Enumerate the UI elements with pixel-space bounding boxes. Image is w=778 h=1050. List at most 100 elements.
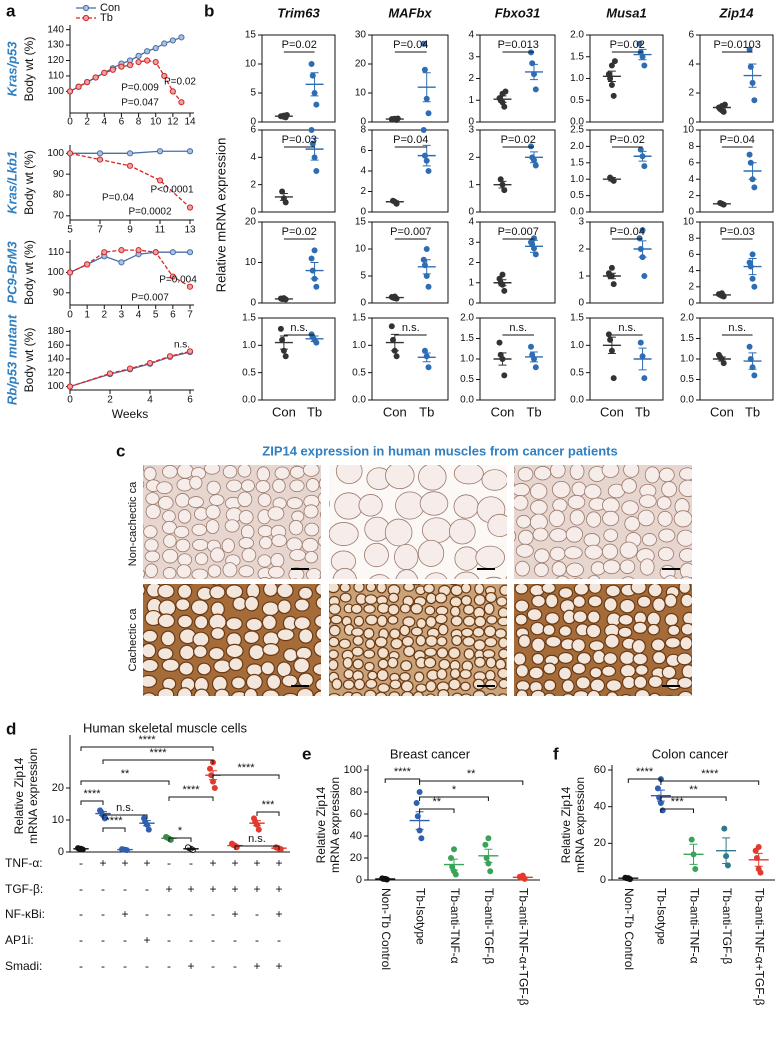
muscle-fiber (363, 604, 376, 614)
muscle-fiber (515, 543, 534, 558)
muscle-fiber (400, 680, 414, 693)
muscle-fiber (244, 595, 260, 612)
muscle-fiber (571, 638, 586, 653)
point (636, 40, 643, 47)
muscle-fiber (639, 494, 657, 508)
muscle-fiber (459, 669, 472, 680)
y-tick-label: 6 (250, 125, 256, 136)
muscle-fiber (298, 628, 314, 644)
point (502, 88, 509, 95)
muscle-fiber (647, 675, 663, 689)
point (499, 271, 506, 278)
muscle-fiber (353, 615, 365, 627)
point (66, 150, 74, 157)
treatment-sign: + (231, 907, 238, 921)
muscle-fiber (314, 614, 321, 629)
muscle-fiber (342, 679, 355, 690)
muscle-fiber (276, 628, 295, 642)
muscle-fiber (652, 597, 666, 613)
muscle-fiber (329, 624, 341, 637)
muscle-fiber (656, 496, 672, 510)
treatment-sign: + (121, 907, 128, 921)
chart-title: Breast cancer (390, 746, 471, 761)
treatment-sign: - (233, 959, 237, 973)
muscle-fiber (315, 627, 321, 641)
muscle-fiber (377, 683, 391, 694)
muscle-fiber (262, 584, 279, 597)
muscle-fiber (289, 549, 307, 562)
muscle-fiber (388, 691, 401, 696)
muscle-fiber (499, 584, 507, 596)
point (186, 348, 194, 355)
muscle-fiber (342, 702, 352, 712)
y-tick-label: 2.0 (570, 30, 584, 41)
y-tick-label: 0.0 (570, 395, 584, 406)
muscle-fiber (584, 484, 602, 500)
muscle-fiber (425, 635, 438, 647)
muscle-fiber (384, 518, 413, 547)
point (496, 339, 503, 346)
muscle-fiber (365, 614, 379, 626)
muscle-fiber (177, 509, 192, 524)
point (166, 353, 174, 360)
muscle-fiber (664, 593, 678, 608)
muscle-fiber (334, 492, 363, 520)
muscle-fiber (516, 514, 531, 529)
muscle-fiber (453, 465, 484, 485)
treatment-sign: + (143, 856, 150, 870)
muscle-fiber (302, 465, 320, 477)
muscle-fiber (572, 595, 586, 608)
point (126, 150, 134, 157)
muscle-fiber (632, 652, 648, 666)
muscle-fiber (473, 593, 486, 606)
muscle-fiber (245, 617, 263, 632)
muscle-fiber (543, 679, 557, 692)
chart-title: Human skeletal muscle cells (83, 720, 248, 735)
muscle-fiber (389, 628, 401, 640)
panel-label: e (302, 744, 311, 763)
muscle-fiber (667, 624, 681, 637)
treatment-sign: + (275, 907, 282, 921)
point (746, 151, 753, 158)
muscle-fiber (176, 564, 192, 579)
muscle-fiber (353, 678, 366, 691)
muscle-fiber (534, 562, 549, 578)
micrograph (143, 465, 321, 579)
y-tick-label: 40 (350, 830, 362, 842)
muscle-fiber (694, 549, 709, 564)
muscle-fiber (288, 567, 305, 579)
bracket (102, 827, 126, 832)
x-tick-label: Con (383, 404, 407, 419)
axis (261, 221, 336, 304)
muscle-fiber (192, 538, 209, 551)
muscle-fiber (530, 499, 548, 515)
x-tick-label: 0 (67, 395, 73, 406)
error-bar (638, 240, 647, 258)
muscle-fiber (298, 586, 313, 600)
muscle-fiber (238, 565, 255, 578)
muscle-fiber (192, 631, 210, 648)
muscle-fiber (209, 585, 226, 600)
row-label: PC9-BrM3 (4, 241, 19, 304)
y-tick-label: 110 (48, 71, 64, 82)
muscle-fiber (364, 542, 389, 568)
x-tick-label: Tb-Isotype (655, 888, 669, 945)
y-tick-label: 1.0 (460, 354, 474, 365)
y-tick-label: 0.5 (242, 367, 256, 378)
point (161, 40, 168, 47)
bracket (80, 780, 170, 785)
muscle-fiber (496, 596, 507, 607)
point (313, 101, 320, 108)
y-tick-label: 0 (688, 207, 694, 218)
muscle-fiber (317, 702, 327, 711)
y-tick-label: 0 (360, 298, 366, 309)
y-tick-label: 15 (355, 217, 367, 228)
muscle-fiber (364, 594, 378, 605)
annotation: **** (182, 784, 200, 796)
muscle-fiber (514, 599, 530, 613)
muscle-fiber (271, 534, 288, 547)
y-tick-label: 2 (468, 257, 474, 268)
point (654, 785, 661, 792)
y-tick-label: 2 (468, 73, 474, 84)
y-tick-label: 1.0 (570, 174, 584, 185)
